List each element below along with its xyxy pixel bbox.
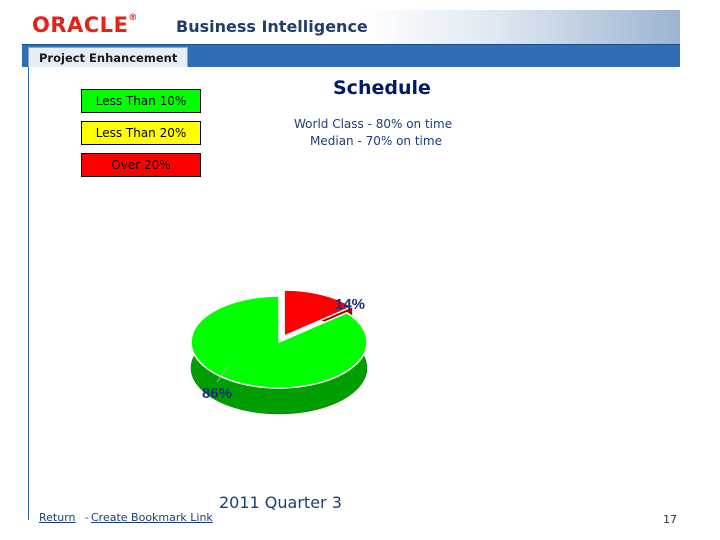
period-label: 2011 Quarter 3 [219, 493, 342, 512]
slice-label-leader [216, 364, 230, 383]
obi-window: ORACLE® Business Intelligence Project En… [22, 10, 681, 524]
footer-separator: - [85, 511, 89, 524]
app-title: Business Intelligence [176, 17, 368, 36]
legend-item-less-than-20: Less Than 20% [81, 121, 201, 145]
dashboard-tab-bar: Project Enhancement [22, 44, 680, 68]
legend-item-over-20: Over 20% [81, 153, 201, 177]
legend-item-less-than-10: Less Than 10% [81, 89, 201, 113]
logo-mark: ® [128, 13, 138, 23]
pie-chart-tops [190, 289, 368, 389]
report-title: Schedule [333, 77, 431, 99]
report-subtitle-median: Median - 70% on time [310, 134, 442, 148]
dashboard-content: Less Than 10% Less Than 20% Over 20% Sch… [28, 67, 681, 524]
oracle-logo: ORACLE® [32, 13, 138, 37]
logo-text: ORACLE [32, 13, 129, 37]
pie-chart: 14% 86% [190, 289, 368, 415]
create-bookmark-link[interactable]: Create Bookmark Link [91, 511, 213, 524]
footer-links: Return - Create Bookmark Link [39, 511, 213, 524]
slide-page-number: 17 [663, 513, 677, 526]
pie-slice-14 [283, 289, 354, 338]
top-header-bar: ORACLE® Business Intelligence [22, 10, 680, 44]
pie-slice-86 [190, 295, 368, 389]
return-link[interactable]: Return [39, 511, 76, 524]
slice-label-86: 86% [202, 385, 232, 402]
slice-label-14: 14% [335, 296, 365, 313]
report-subtitle-world-class: World Class - 80% on time [294, 117, 453, 131]
tab-project-enhancement[interactable]: Project Enhancement [28, 47, 189, 68]
